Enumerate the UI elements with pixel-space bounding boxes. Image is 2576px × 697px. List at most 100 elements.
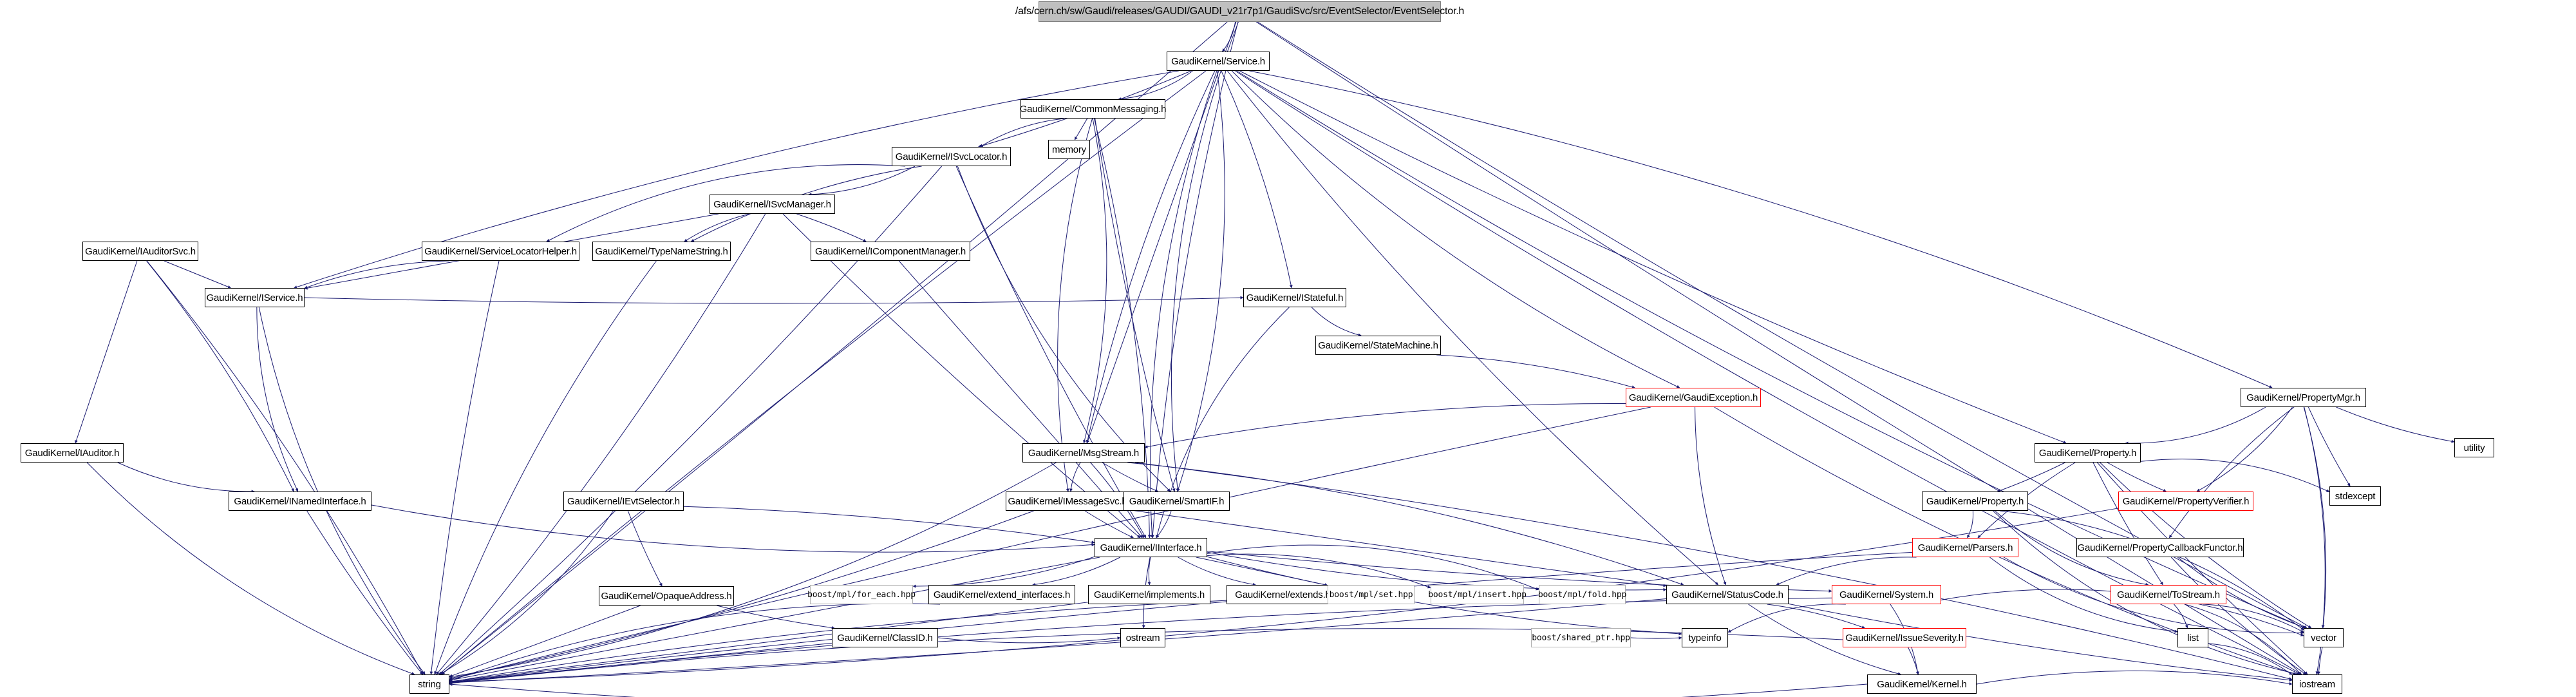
graph-edge: [1093, 118, 1151, 539]
graph-node[interactable]: GaudiKernel/IService.h: [205, 288, 305, 307]
graph-node[interactable]: GaudiKernel/Service.h: [1167, 52, 1270, 71]
graph-node[interactable]: GaudiKernel/StateMachine.h: [1315, 336, 1441, 355]
graph-node[interactable]: GaudiKernel/ToStream.h: [2111, 585, 2226, 604]
graph-edge: [1074, 118, 1088, 140]
graph-node[interactable]: GaudiKernel/IEvtSelector.h: [563, 492, 684, 511]
graph-node[interactable]: stdexcept: [2329, 486, 2381, 506]
graph-root-node[interactable]: /afs/cern.ch/sw/Gaudi/releases/GAUDI/GAU…: [1015, 1, 1464, 22]
graph-node[interactable]: GaudiKernel/TypeNameString.h: [592, 242, 731, 261]
graph-node[interactable]: GaudiKernel/IAuditorSvc.h: [82, 242, 198, 261]
graph-node[interactable]: GaudiKernel/PropertyVerifier.h: [2118, 492, 2253, 511]
graph-edge: [1118, 70, 1193, 101]
graph-edge: [449, 551, 1913, 684]
graph-node[interactable]: boost/shared_ptr.hpp: [1531, 628, 1631, 647]
graph-node[interactable]: boost/mpl/set.hpp: [1328, 585, 1415, 604]
graph-node[interactable]: GaudiKernel/IAuditor.h: [21, 443, 124, 463]
graph-node[interactable]: GaudiKernel/extends.h: [1227, 585, 1339, 604]
graph-node[interactable]: GaudiKernel/extend_interfaces.h: [928, 585, 1075, 604]
graph-edge: [1149, 70, 1217, 539]
graph-edge: [1086, 70, 1216, 444]
graph-node[interactable]: GaudiKernel/Kernel.h: [1867, 674, 1977, 694]
graph-node[interactable]: GaudiKernel/IComponentManager.h: [811, 242, 970, 261]
graph-node[interactable]: list: [2177, 628, 2208, 647]
graph-node[interactable]: GaudiKernel/implements.h: [1088, 585, 1210, 604]
graph-node[interactable]: GaudiKernel/IStateful.h: [1243, 288, 1346, 307]
graph-node-label: GaudiKernel/implements.h: [1094, 589, 1205, 600]
graph-node[interactable]: GaudiKernel/System.h: [1832, 585, 1941, 604]
graph-node-label: GaudiKernel/IService.h: [206, 292, 303, 303]
graph-node[interactable]: boost/mpl/insert.hpp: [1428, 585, 1527, 604]
graph-edge: [371, 504, 1095, 553]
graph-node-label: GaudiKernel/INamedInterface.h: [234, 495, 366, 507]
graph-node[interactable]: typeinfo: [1682, 628, 1728, 647]
graph-edge: [1221, 70, 1293, 289]
graph-node-label: GaudiKernel/Parsers.h: [1917, 542, 2013, 553]
graph-node[interactable]: GaudiKernel/ClassID.h: [832, 628, 938, 647]
graph-node[interactable]: GaudiKernel/Property.h: [2035, 443, 2141, 463]
graph-edge: [1257, 21, 2308, 629]
graph-node-label: GaudiKernel/ServiceLocatorHelper.h: [424, 245, 577, 257]
graph-node[interactable]: GaudiKernel/CommonMessaging.h: [1020, 99, 1167, 119]
graph-node[interactable]: boost/mpl/fold.hpp: [1538, 585, 1626, 604]
graph-node[interactable]: iostream: [2292, 674, 2342, 694]
graph-node-label: GaudiKernel/StatusCode.h: [1671, 589, 1783, 600]
graph-node[interactable]: GaudiKernel/OpaqueAddress.h: [599, 586, 734, 606]
graph-node[interactable]: ostream: [1120, 628, 1165, 647]
graph-node-label: GaudiKernel/StateMachine.h: [1318, 339, 1438, 351]
graph-node[interactable]: GaudiKernel/PropertyCallbackFunctor.h: [2076, 538, 2244, 557]
graph-node[interactable]: GaudiKernel/ISvcManager.h: [710, 195, 835, 214]
graph-node[interactable]: GaudiKernel/IssueSeverity.h: [1843, 628, 1966, 647]
graph-edge: [429, 260, 500, 675]
graph-edge: [449, 605, 641, 678]
graph-node-label: GaudiKernel/Kernel.h: [1877, 678, 1967, 690]
graph-node-label: GaudiKernel/IMessageSvc.h: [1008, 495, 1127, 507]
graph-node-label: boost/mpl/set.hpp: [1329, 589, 1413, 600]
graph-node-label: GaudiKernel/IAuditorSvc.h: [85, 245, 196, 257]
graph-node[interactable]: boost/mpl/for_each.hpp: [807, 585, 916, 604]
graph-edge: [2196, 406, 2293, 492]
graph-edge: [1967, 510, 1974, 539]
graph-edge: [1222, 21, 1236, 52]
graph-node[interactable]: GaudiKernel/SmartIF.h: [1123, 492, 1230, 511]
graph-node[interactable]: GaudiKernel/ISvcLocator.h: [892, 147, 1011, 166]
graph-edge: [1997, 462, 2065, 492]
graph-node-label: GaudiKernel/ToStream.h: [2117, 589, 2220, 600]
graph-edge: [258, 307, 426, 675]
graph-edge: [1727, 604, 1846, 633]
graph-edge: [306, 510, 423, 675]
graph-node-label: GaudiKernel/OpaqueAddress.h: [601, 590, 732, 602]
graph-edge: [449, 462, 1057, 678]
graph-edge: [1129, 510, 1667, 587]
graph-edge: [2308, 406, 2351, 487]
graph-node[interactable]: GaudiKernel/IMessageSvc.h: [1006, 492, 1129, 511]
graph-edge: [440, 21, 1228, 675]
graph-node[interactable]: string: [409, 674, 449, 694]
graph-node-label: boost/mpl/for_each.hpp: [807, 589, 916, 600]
graph-node[interactable]: GaudiKernel/MsgStream.h: [1022, 443, 1145, 463]
graph-node[interactable]: GaudiKernel/ServiceLocatorHelper.h: [422, 242, 579, 261]
graph-node-label: utility: [2463, 442, 2485, 454]
graph-node[interactable]: GaudiKernel/Parsers.h: [1912, 538, 2018, 557]
graph-edge: [1102, 462, 1159, 492]
graph-node-label: memory: [1052, 144, 1086, 155]
graph-node[interactable]: GaudiKernel/StatusCode.h: [1666, 585, 1789, 604]
graph-node-label: string: [418, 678, 441, 690]
graph-edge: [1207, 544, 1539, 591]
graph-node[interactable]: GaudiKernel/INamedInterface.h: [229, 492, 371, 511]
graph-edge: [439, 510, 614, 675]
graph-node[interactable]: GaudiKernel/PropertyMgr.h: [2241, 388, 2366, 407]
graph-node-label: GaudiKernel/MsgStream.h: [1028, 447, 1140, 459]
graph-node[interactable]: GaudiKernel/IInterface.h: [1095, 538, 1207, 557]
graph-edge: [1999, 510, 2304, 631]
graph-node[interactable]: GaudiKernel/GaudiException.h: [1626, 388, 1761, 407]
graph-node-label: GaudiKernel/Service.h: [1171, 55, 1265, 67]
graph-edge: [1170, 21, 1239, 492]
graph-edge: [955, 166, 1147, 539]
graph-node-label: boost/shared_ptr.hpp: [1532, 633, 1630, 643]
graph-node[interactable]: GaudiKernel/Property.h: [1922, 492, 2028, 511]
graph-edge: [2125, 406, 2266, 445]
graph-node[interactable]: vector: [2304, 628, 2344, 647]
graph-node[interactable]: memory: [1048, 140, 1090, 159]
graph-node-label: iostream: [2299, 678, 2335, 690]
graph-node[interactable]: utility: [2454, 438, 2494, 457]
